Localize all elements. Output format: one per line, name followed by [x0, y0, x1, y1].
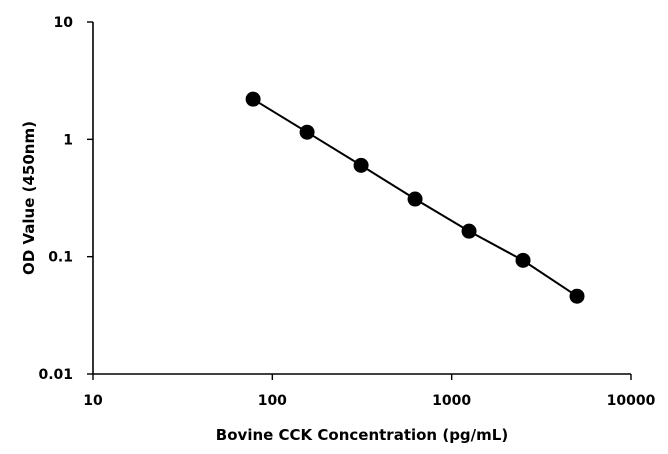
data-point: [299, 124, 315, 140]
data-point: [245, 91, 261, 107]
x-tick-label: 100: [258, 393, 287, 409]
x-ticks: 10 100 1000 10000: [83, 374, 656, 409]
data-point: [353, 157, 369, 173]
x-tick-label: 1000: [432, 393, 471, 409]
y-tick-label: 0.1: [48, 250, 73, 266]
x-axis-title: Bovine CCK Concentration (pg/mL): [216, 426, 508, 444]
data-point: [569, 288, 585, 304]
data-point: [461, 223, 477, 239]
x-tick-label: 10: [83, 393, 103, 409]
data-point: [407, 191, 423, 207]
y-ticks: 0.01 0.1 1 10: [38, 15, 93, 383]
y-tick-label: 10: [54, 15, 74, 31]
y-axis-title: OD Value (450nm): [20, 121, 38, 275]
plot-area: 10 100 1000 10000 0.01 0.1 1 10: [38, 15, 655, 409]
y-tick-label: 1: [63, 132, 73, 148]
x-tick-label: 10000: [607, 393, 656, 409]
y-tick-label: 0.01: [38, 367, 73, 383]
data-point: [515, 252, 531, 268]
data-series: [245, 91, 585, 304]
